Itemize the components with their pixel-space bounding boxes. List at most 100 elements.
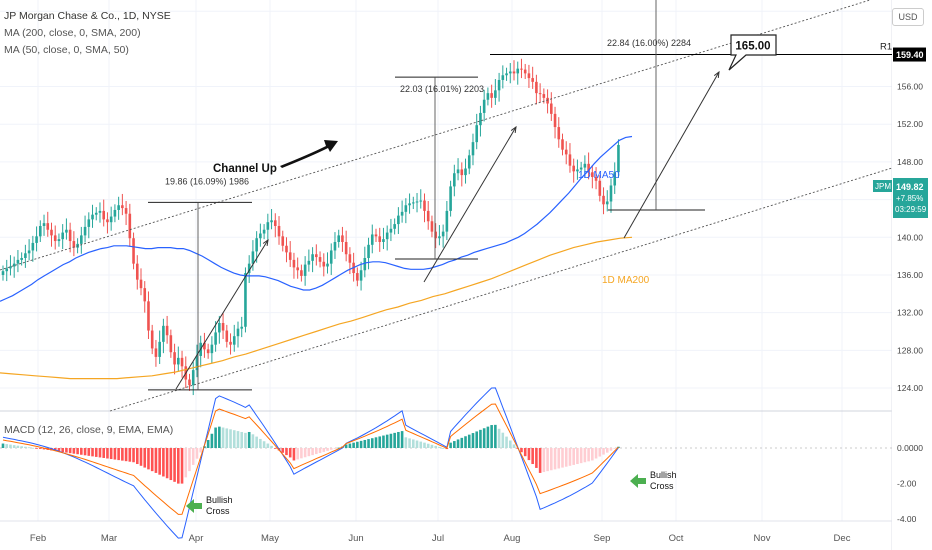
macd-histogram-bar bbox=[318, 448, 322, 453]
candle-body bbox=[177, 357, 180, 365]
candle-body bbox=[445, 210, 449, 232]
candle-body bbox=[9, 266, 12, 269]
macd-histogram-bar bbox=[408, 438, 411, 448]
candle-body bbox=[180, 357, 184, 367]
currency-button[interactable]: USD bbox=[892, 8, 924, 26]
price-tick: 136.00 bbox=[897, 270, 923, 280]
macd-histogram-bar bbox=[367, 439, 370, 448]
macd-histogram-bar bbox=[169, 448, 173, 481]
candle bbox=[214, 321, 217, 352]
ticker-tag bbox=[873, 180, 892, 192]
candle-body bbox=[195, 355, 199, 371]
candle bbox=[370, 224, 374, 254]
candle-body bbox=[225, 330, 229, 342]
candle bbox=[232, 324, 236, 352]
candle bbox=[374, 228, 378, 242]
bullish-cross-1-arrow-icon bbox=[186, 499, 202, 513]
candle-body bbox=[236, 328, 240, 337]
candle-body bbox=[494, 90, 497, 98]
macd-histogram-bar bbox=[303, 448, 307, 458]
macd-histogram-bar bbox=[359, 440, 363, 448]
macd-histogram-bar bbox=[441, 448, 445, 449]
macd-histogram-bar bbox=[542, 448, 546, 473]
last-price-text: 149.82 bbox=[896, 182, 924, 192]
candle-body bbox=[378, 236, 382, 242]
candle-body bbox=[206, 349, 210, 354]
candle-body bbox=[389, 228, 393, 233]
macd-histogram-bar bbox=[117, 448, 120, 461]
macd-histogram-bar bbox=[162, 448, 165, 477]
candle-body bbox=[288, 252, 292, 260]
channel-lower-line bbox=[109, 167, 893, 412]
macd-histogram-bar bbox=[273, 448, 277, 449]
candle-body bbox=[27, 250, 31, 254]
macd-histogram-bar bbox=[42, 448, 46, 450]
candle-body bbox=[550, 103, 553, 114]
macd-histogram-bar bbox=[497, 428, 501, 448]
macd-histogram-bar bbox=[419, 441, 423, 448]
candle bbox=[307, 249, 311, 272]
candle-body bbox=[50, 229, 53, 236]
candle-body bbox=[479, 112, 482, 126]
candle bbox=[501, 65, 505, 89]
candle-body bbox=[415, 201, 419, 203]
candle-body bbox=[20, 258, 23, 260]
candle-body bbox=[273, 220, 277, 226]
candle-body bbox=[311, 254, 314, 261]
macd-histogram-bar bbox=[50, 448, 53, 451]
macd-histogram-bar bbox=[218, 426, 221, 448]
macd-histogram-bar bbox=[281, 448, 285, 453]
macd-histogram-bar bbox=[158, 448, 161, 475]
candle bbox=[609, 178, 613, 213]
candle bbox=[564, 141, 568, 165]
macd-histogram-bar bbox=[426, 443, 430, 448]
candle-body bbox=[244, 273, 247, 327]
candle-body bbox=[150, 330, 154, 349]
macd-histogram-bar bbox=[370, 438, 374, 448]
candle-body bbox=[262, 229, 266, 234]
candle-body bbox=[587, 163, 590, 173]
candle bbox=[326, 252, 329, 274]
candle bbox=[438, 225, 441, 246]
candle bbox=[288, 241, 292, 267]
macd-histogram-bar bbox=[385, 434, 389, 448]
candle-body bbox=[139, 279, 143, 289]
candle-body bbox=[426, 210, 430, 222]
macd-histogram-bar bbox=[535, 448, 538, 468]
candle bbox=[341, 226, 344, 252]
candle-body bbox=[471, 142, 475, 156]
macd-histogram-bar bbox=[449, 442, 452, 448]
macd-histogram-bar bbox=[300, 448, 303, 459]
candle-body bbox=[456, 169, 460, 174]
macd-histogram-bar bbox=[296, 448, 299, 460]
candle bbox=[382, 227, 385, 250]
macd-histogram-bar bbox=[98, 448, 102, 458]
macd-histogram-bar bbox=[583, 448, 587, 463]
macd-histogram-bar bbox=[389, 433, 393, 448]
macd-histogram-bar bbox=[523, 448, 527, 457]
candle-body bbox=[329, 250, 333, 264]
macd-histogram-bar bbox=[180, 448, 184, 484]
candle bbox=[587, 152, 590, 180]
candle bbox=[5, 259, 9, 282]
macd-histogram-bar bbox=[244, 432, 247, 448]
macd-histogram-bar bbox=[139, 448, 143, 466]
month-label: Apr bbox=[189, 533, 204, 544]
candle-body bbox=[467, 155, 471, 169]
candle bbox=[177, 346, 180, 372]
macd-histogram-bar bbox=[400, 431, 404, 448]
candle bbox=[251, 240, 255, 271]
candle-body bbox=[109, 216, 113, 223]
candle-body bbox=[53, 235, 57, 242]
macd-histogram-bar bbox=[538, 448, 542, 473]
macd-histogram-bar bbox=[9, 444, 12, 448]
macd-histogram-bar bbox=[512, 444, 516, 448]
candle bbox=[367, 237, 370, 270]
candle-body bbox=[251, 251, 255, 264]
rally3-arrow bbox=[623, 71, 720, 239]
candle bbox=[415, 193, 419, 213]
candle bbox=[393, 218, 396, 235]
candle-body bbox=[538, 93, 542, 95]
month-label: Aug bbox=[504, 533, 521, 544]
